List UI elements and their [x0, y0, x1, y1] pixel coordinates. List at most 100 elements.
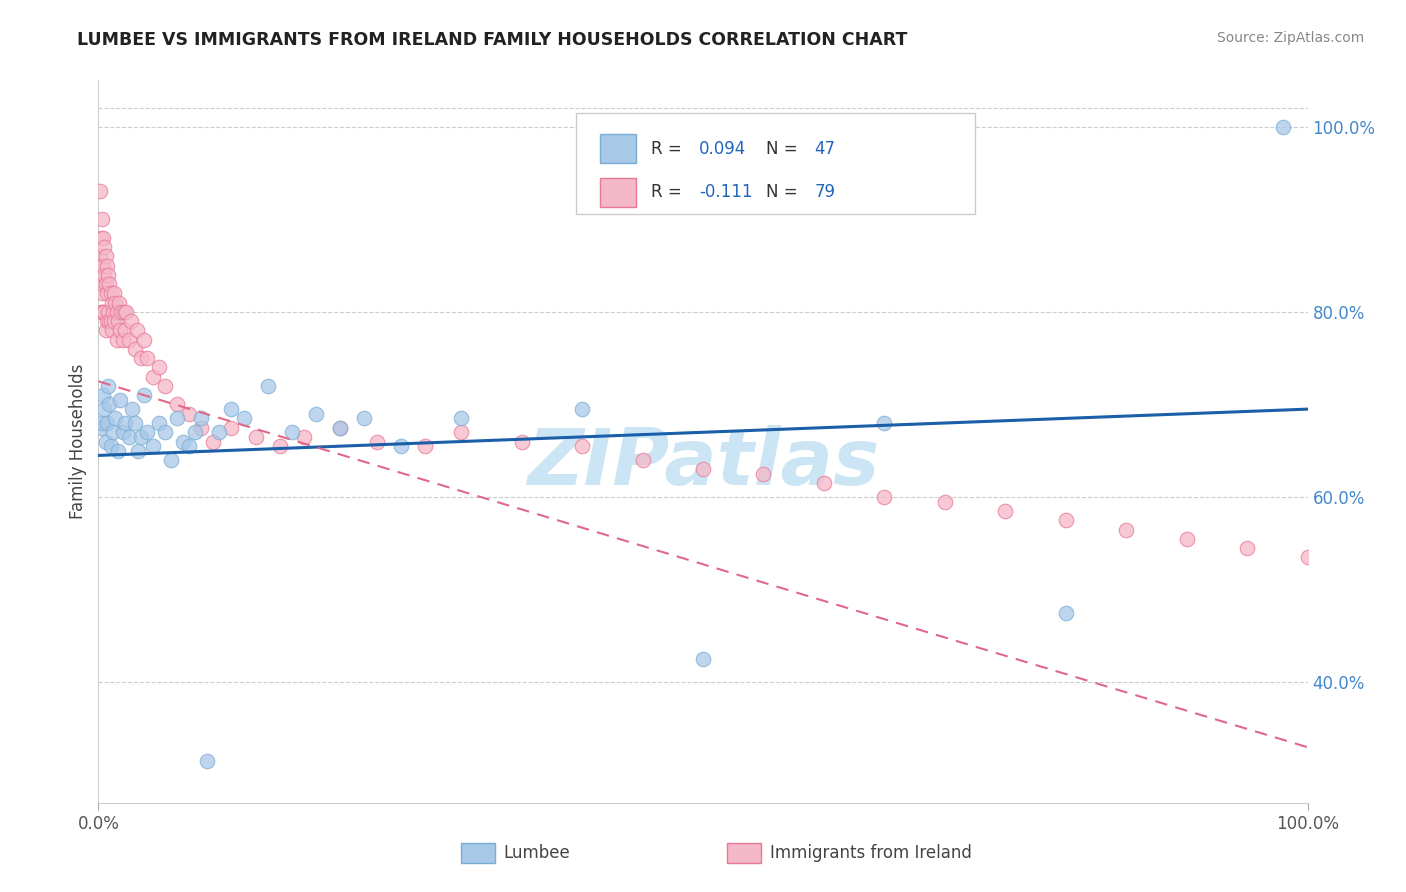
Point: [104, 295, 127, 310]
Text: -0.111: -0.111: [699, 183, 752, 202]
Point: [124, 342, 146, 356]
Text: 0.094: 0.094: [699, 140, 747, 158]
Point: [94, 434, 117, 449]
Point: [1236, 541, 1258, 555]
Point: [450, 411, 472, 425]
Point: [752, 467, 775, 481]
Point: [450, 425, 472, 440]
Point: [179, 407, 201, 421]
Point: [281, 425, 304, 440]
Text: Source: ZipAtlas.com: Source: ZipAtlas.com: [1216, 31, 1364, 45]
Point: [510, 434, 533, 449]
Point: [1175, 532, 1198, 546]
Point: [153, 379, 176, 393]
Point: [103, 314, 125, 328]
Point: [100, 323, 122, 337]
Point: [89, 249, 111, 263]
Point: [111, 333, 134, 347]
Point: [142, 369, 165, 384]
Point: [114, 416, 136, 430]
Point: [96, 314, 118, 328]
Text: ZIPatlas: ZIPatlas: [527, 425, 879, 501]
FancyBboxPatch shape: [727, 843, 761, 863]
Point: [232, 411, 254, 425]
Point: [571, 439, 593, 453]
Point: [104, 411, 127, 425]
Text: N =: N =: [766, 140, 803, 158]
Point: [96, 259, 118, 273]
Point: [1115, 523, 1137, 537]
Point: [190, 420, 212, 434]
Point: [134, 333, 156, 347]
Point: [873, 490, 896, 504]
Text: Lumbee: Lumbee: [503, 845, 571, 863]
Text: Immigrants from Ireland: Immigrants from Ireland: [769, 845, 972, 863]
Point: [91, 259, 114, 273]
Point: [127, 443, 149, 458]
Point: [91, 212, 114, 227]
Point: [108, 295, 131, 310]
Point: [90, 268, 112, 282]
Point: [118, 430, 141, 444]
Point: [1272, 120, 1295, 134]
Point: [114, 323, 136, 337]
Point: [692, 462, 714, 476]
Point: [190, 411, 212, 425]
Point: [1054, 606, 1077, 620]
Text: LUMBEE VS IMMIGRANTS FROM IRELAND FAMILY HOUSEHOLDS CORRELATION CHART: LUMBEE VS IMMIGRANTS FROM IRELAND FAMILY…: [77, 31, 908, 49]
Point: [100, 286, 122, 301]
Point: [98, 314, 121, 328]
Point: [153, 425, 176, 440]
Point: [101, 305, 124, 319]
Point: [93, 305, 115, 319]
Point: [184, 425, 207, 440]
Point: [873, 416, 896, 430]
Point: [93, 402, 115, 417]
Y-axis label: Family Households: Family Households: [69, 364, 87, 519]
Point: [389, 439, 412, 453]
Point: [97, 268, 120, 282]
Point: [91, 259, 114, 273]
Point: [112, 305, 135, 319]
Point: [166, 397, 188, 411]
Text: 47: 47: [814, 140, 835, 158]
Point: [93, 240, 115, 254]
Point: [91, 277, 114, 291]
Point: [195, 754, 218, 768]
Point: [179, 439, 201, 453]
Point: [98, 397, 121, 411]
Point: [135, 351, 157, 366]
Text: R =: R =: [651, 140, 688, 158]
Point: [127, 323, 149, 337]
Point: [94, 323, 117, 337]
Point: [148, 416, 170, 430]
FancyBboxPatch shape: [600, 135, 637, 163]
FancyBboxPatch shape: [461, 843, 495, 863]
Point: [90, 305, 112, 319]
Point: [107, 314, 129, 328]
Point: [96, 286, 118, 301]
Point: [105, 305, 128, 319]
Point: [172, 434, 194, 449]
Point: [121, 402, 143, 417]
Point: [120, 314, 142, 328]
Point: [202, 434, 225, 449]
Point: [329, 420, 352, 434]
Point: [100, 295, 122, 310]
Point: [89, 185, 111, 199]
Point: [97, 379, 120, 393]
Point: [1296, 550, 1319, 565]
Point: [94, 249, 117, 263]
Point: [292, 430, 315, 444]
Point: [245, 430, 267, 444]
Point: [91, 231, 114, 245]
Point: [934, 494, 956, 508]
Point: [221, 402, 243, 417]
Point: [166, 411, 188, 425]
Point: [353, 411, 375, 425]
Point: [692, 652, 714, 666]
FancyBboxPatch shape: [600, 178, 637, 207]
Point: [100, 439, 122, 453]
Point: [148, 360, 170, 375]
Point: [94, 277, 117, 291]
